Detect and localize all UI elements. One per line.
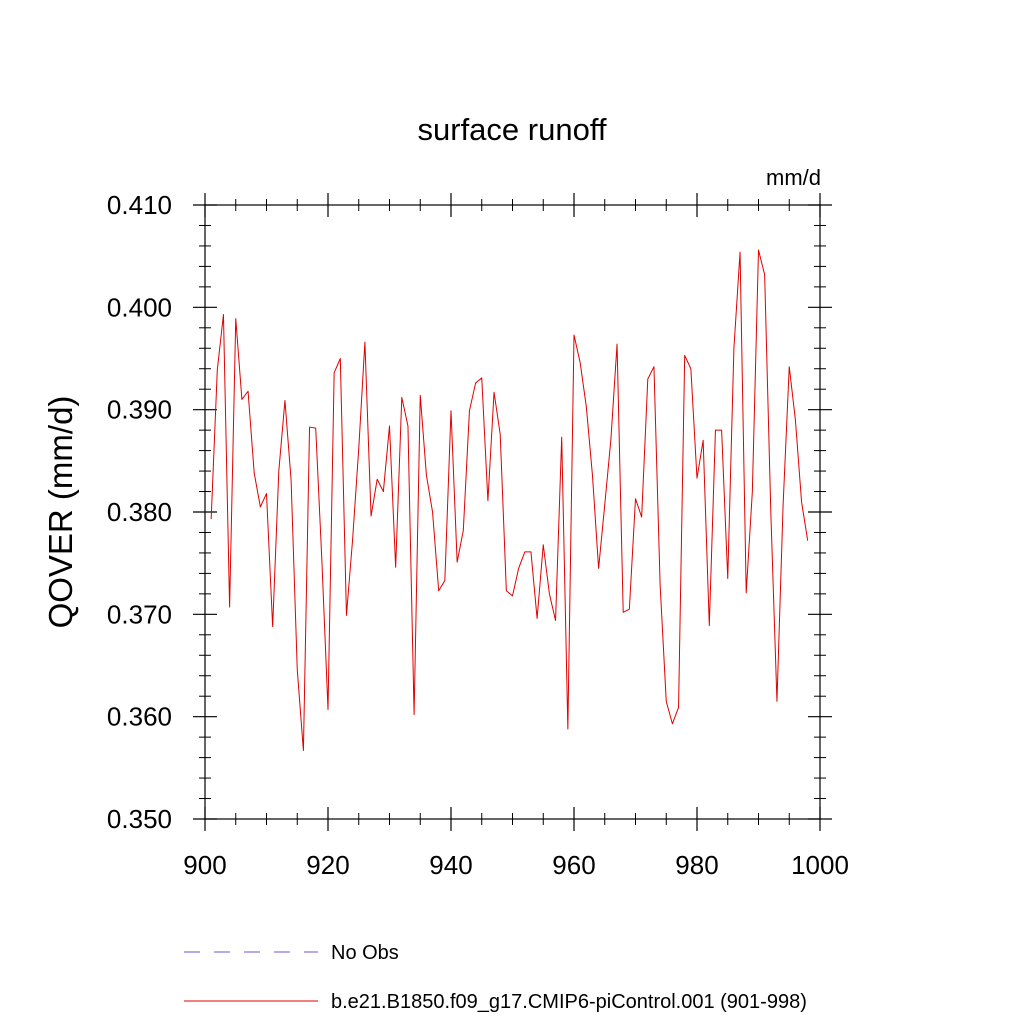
plot-frame <box>204 204 821 820</box>
y-axis-label: QOVER (mm/d) <box>42 396 79 629</box>
y-tick-label: 0.410 <box>107 190 172 220</box>
x-tick-label: 980 <box>675 850 718 880</box>
x-tick-label: 900 <box>183 850 226 880</box>
y-tick-label: 0.400 <box>107 292 172 322</box>
x-tick-label: 920 <box>306 850 349 880</box>
x-tick-label: 1000 <box>791 850 849 880</box>
legend: No Obs b.e21.B1850.f09_g17.CMIP6-piContro… <box>184 942 807 1013</box>
y-tick-label: 0.380 <box>107 497 172 527</box>
legend-label: b.e21.B1850.f09_g17.CMIP6-piControl.001 … <box>331 991 807 1013</box>
x-tick-label: 960 <box>552 850 595 880</box>
y-tick-label: 0.360 <box>107 702 172 732</box>
tick-labels: 900 920 940 960 980 1000 0.350 0.360 0.370 0.380 0… <box>107 190 849 880</box>
x-tick-label: 940 <box>429 850 472 880</box>
y-tick-label: 0.390 <box>107 395 172 425</box>
units-label: mm/d <box>766 165 821 190</box>
series-layer <box>210 249 809 751</box>
series-line <box>210 249 809 751</box>
y-tick-label: 0.350 <box>107 804 172 834</box>
legend-label: No Obs <box>331 942 399 964</box>
y-tick-label: 0.370 <box>107 599 172 629</box>
chart-title: surface runoff <box>418 112 607 147</box>
axis-ticks <box>193 193 832 831</box>
